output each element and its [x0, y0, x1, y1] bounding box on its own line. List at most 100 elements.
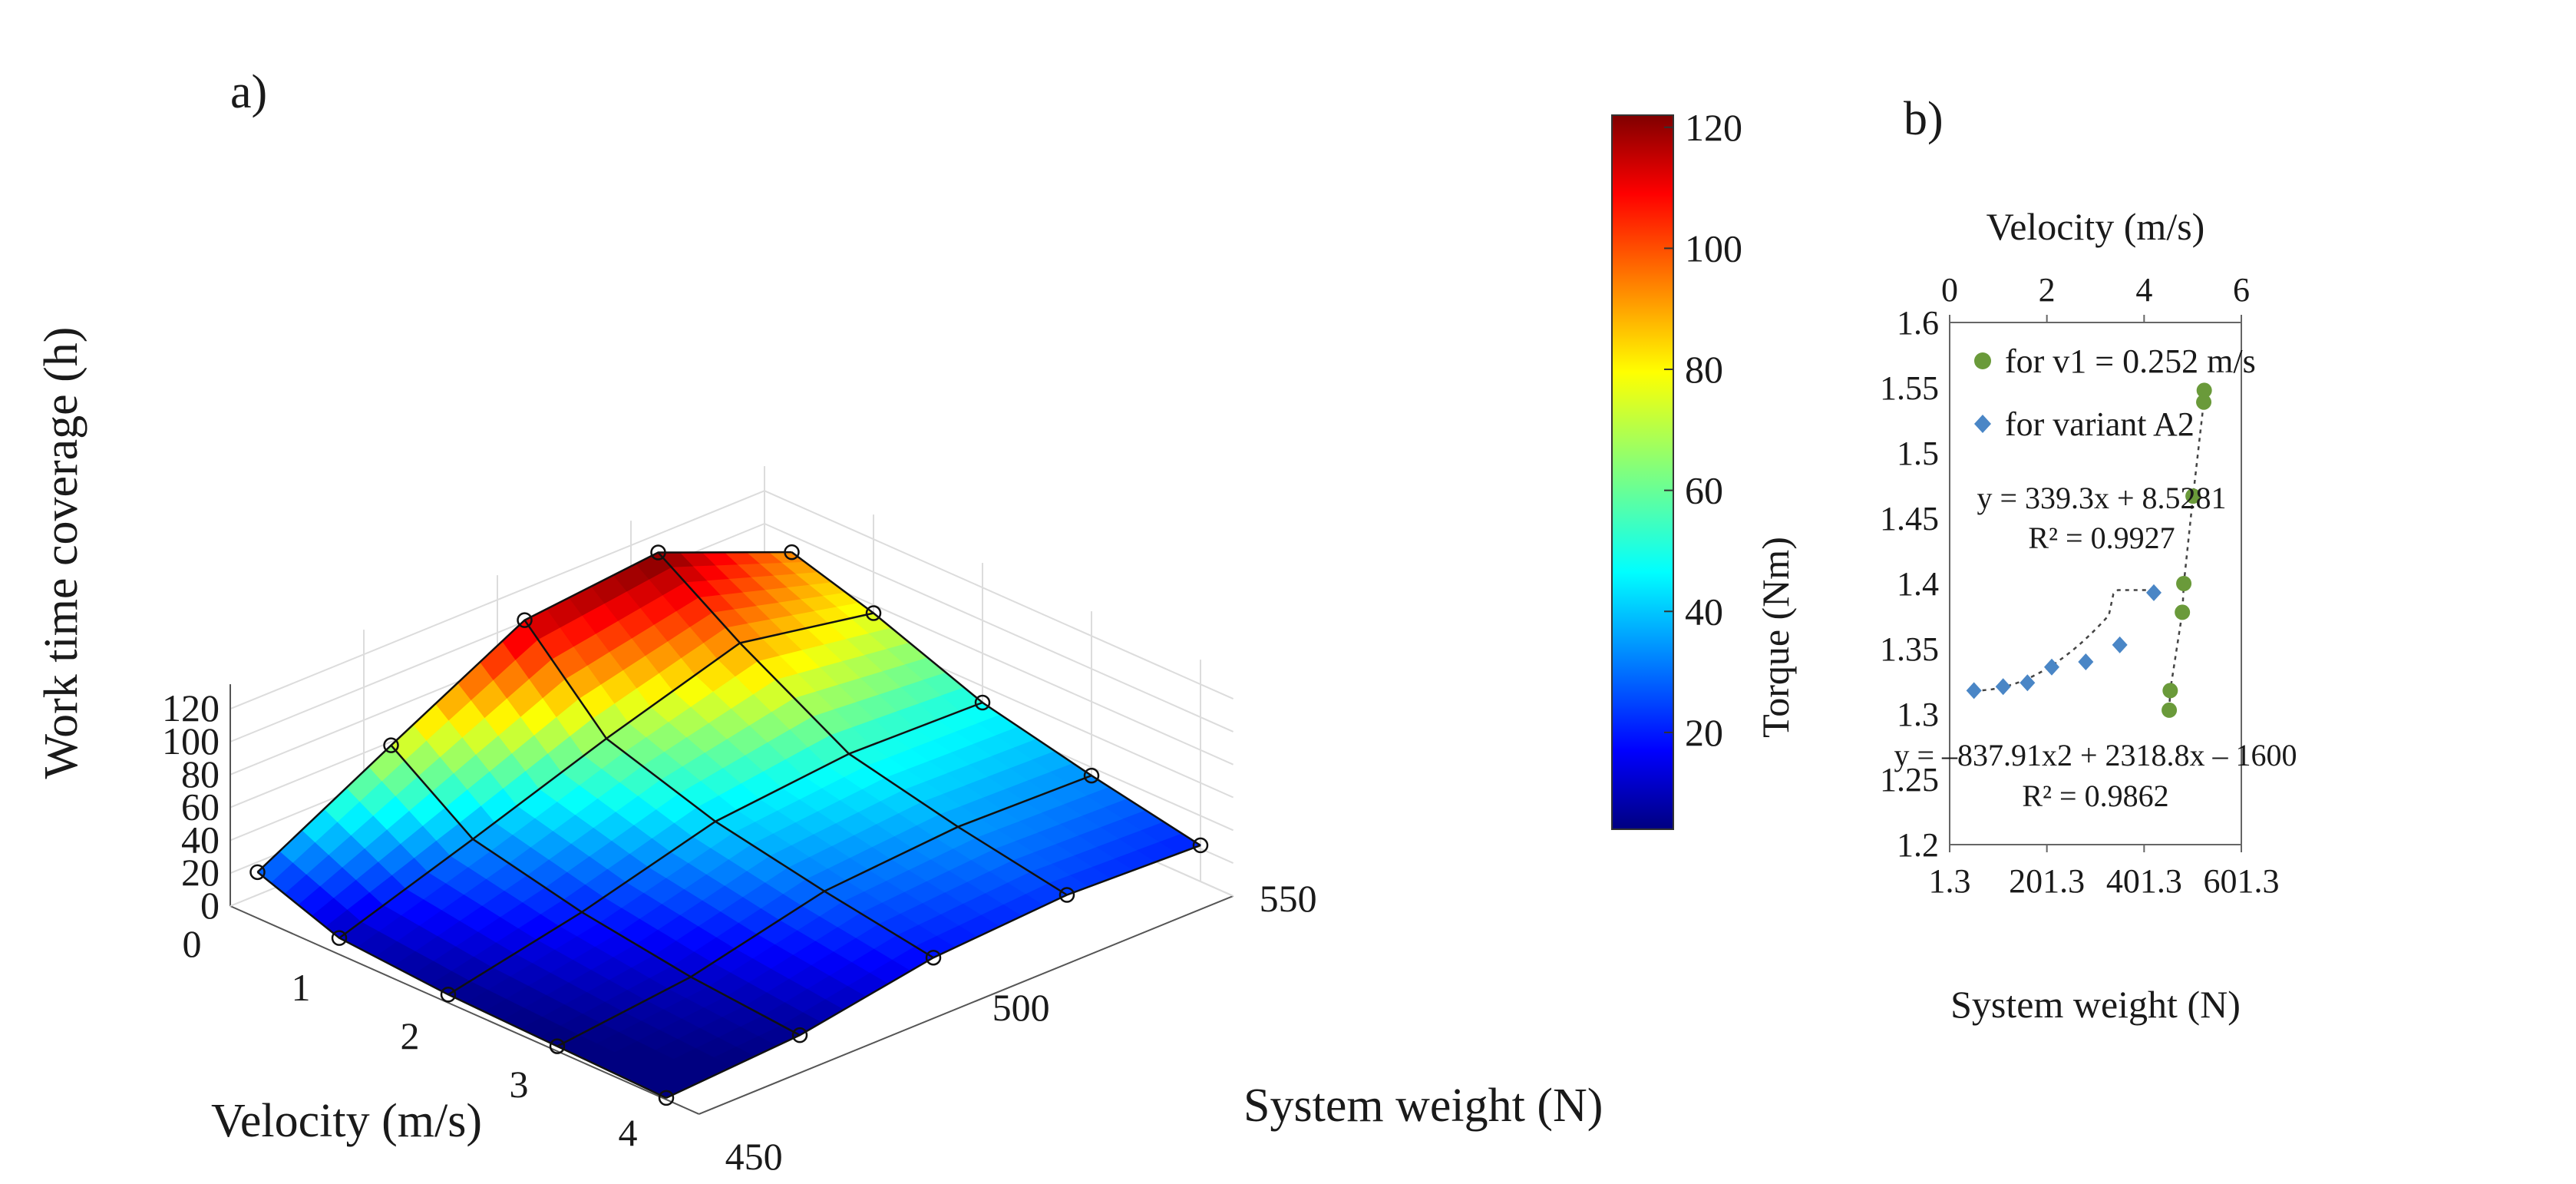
x-tick-label: 2: [401, 1014, 420, 1057]
legend-green-marker: [1974, 352, 1991, 369]
grid-line: [764, 523, 1234, 733]
surface-vertex-marker: [865, 605, 882, 621]
panel-b-eq-green: y = –837.91x2 + 2318.8x – 1600: [1894, 738, 2297, 772]
panel-b-y-axis-label: Torque (Nm): [1754, 537, 1797, 738]
z-tick-label: 60: [181, 785, 220, 828]
surface-vertex-marker: [249, 864, 266, 881]
panel-a-colorbar-ticks: 20 40 60 80 100 120: [1664, 106, 1742, 754]
panel-b-data-points: [1966, 382, 2212, 718]
panel-b-y-tick-label: 1.2: [1897, 826, 1939, 864]
panel-b-y-tick-label: 1.6: [1897, 304, 1939, 342]
panel-b-y-tick-label: 1.4: [1897, 565, 1939, 603]
panel-a-colorbar: [1611, 114, 1674, 830]
surface-vertex-marker: [331, 930, 348, 946]
surface-vertex-marker: [791, 1027, 808, 1043]
panel-b-legend: for v1 = 0.252 m/s for variant A2: [1974, 342, 2256, 443]
legend-series-2-label: for variant A2: [2005, 405, 2195, 443]
panel-b-r2-blue: R² = 0.9927: [2028, 521, 2175, 555]
panel-b-y-tick-label: 1.45: [1880, 500, 1939, 537]
green-data-point: [2185, 488, 2201, 504]
x-axis-line: [230, 905, 700, 1115]
surface-vertex-marker: [974, 694, 991, 711]
panel-a-z-axis-label: Work time coverage (h): [35, 327, 88, 779]
z-tick-label: 0: [200, 884, 220, 927]
colorbar-tick-label: 100: [1685, 227, 1742, 270]
panel-b-x2-tick-label: 0: [1941, 271, 1958, 309]
surface-vertex-marker: [925, 949, 942, 966]
panel-b-x-tick-label: 401.3: [2106, 862, 2182, 900]
surface-mesh-line: [523, 619, 934, 959]
colorbar-tick-label: 40: [1685, 590, 1723, 633]
x-tick-label: 3: [510, 1063, 529, 1106]
z-tick-label: 40: [181, 818, 220, 861]
panel-b-r2-green: R² = 0.9862: [2022, 779, 2168, 813]
panel-b-x2-tick-label: 6: [2233, 271, 2250, 309]
z-tick-label: 100: [162, 719, 220, 762]
colorbar-tick-label: 20: [1685, 711, 1723, 754]
surface-vertex-marker: [784, 544, 800, 561]
panel-b-y-tick-label: 1.3: [1897, 696, 1939, 733]
y-tick-label: 450: [725, 1135, 783, 1178]
panel-b-plot-area: [1949, 322, 2242, 845]
panel-b-eq-blue: y = 339.3x + 8.5281: [1977, 481, 2226, 515]
panel-b-x-tick-label: 201.3: [2009, 862, 2085, 900]
panel-b-x-tick-label: 601.3: [2204, 862, 2280, 900]
x-tick-label: 1: [292, 966, 311, 1009]
green-data-point: [2162, 683, 2178, 699]
green-data-point: [2196, 394, 2212, 410]
surface-vertex-marker: [549, 1038, 566, 1054]
green-data-point: [2162, 702, 2178, 718]
panel-b-y-tick-label: 1.35: [1880, 630, 1939, 668]
panel-b-x2-tick-label: 2: [2039, 271, 2056, 309]
surface-mesh-line: [390, 744, 801, 1037]
green-data-point: [2196, 382, 2212, 399]
panel-b-top-axis-label: Velocity (m/s): [1986, 205, 2205, 248]
blue-data-point: [2146, 584, 2162, 601]
x-tick-label: 0: [183, 922, 202, 965]
z-tick-label: 20: [181, 851, 220, 894]
surface-vertex-marker: [650, 544, 666, 561]
grid-line: [764, 490, 1234, 700]
y-tick-label: 550: [1260, 877, 1317, 920]
panel-b-y-tick-label: 1.25: [1880, 761, 1939, 799]
surface-vertex-marker: [383, 737, 399, 753]
surface-vertex-marker: [1083, 767, 1100, 784]
surface-vertex-marker: [440, 987, 457, 1003]
colorbar-tick-label: 120: [1685, 106, 1742, 149]
surface-vertex-marker: [1058, 887, 1075, 903]
colorbar-tick-label: 60: [1685, 469, 1723, 512]
panel-b-y-tick-label: 1.55: [1880, 369, 1939, 407]
legend-blue-marker: [1974, 415, 1991, 433]
y-tick-label: 500: [992, 986, 1050, 1029]
blue-data-point: [2020, 674, 2036, 692]
blue-data-point: [1966, 682, 1982, 699]
panel-a-surface: [256, 551, 1202, 1099]
blue-data-point: [1995, 678, 2011, 696]
panel-b-bottom-axis-label: System weight (N): [1950, 983, 2241, 1026]
surface-mesh-line: [791, 551, 1201, 846]
panel-a-vertex-markers: [249, 544, 1209, 1106]
panel-a-y-axis-label: System weight (N): [1243, 1080, 1603, 1132]
panel-b-chart: b) Velocity (m/s) System weight (N) Torq…: [1754, 93, 2297, 1026]
colorbar-tick-label: 80: [1685, 348, 1723, 391]
surface-vertex-marker: [658, 1090, 675, 1106]
blue-data-point: [2044, 658, 2059, 676]
panel-b-label: b): [1904, 93, 1944, 145]
panel-b-x2-tick-label: 4: [2135, 271, 2152, 309]
surface-mesh-line: [657, 551, 1068, 896]
surface-vertex-marker: [517, 612, 533, 628]
z-tick-label: 80: [181, 752, 220, 795]
trendline-blue: [1973, 589, 2154, 692]
blue-data-point: [2112, 636, 2128, 653]
green-data-point: [2175, 604, 2191, 620]
x-tick-label: 4: [619, 1111, 638, 1154]
panel-a-label: a): [230, 66, 267, 118]
blue-data-point: [2078, 653, 2094, 670]
surface-mesh-line: [256, 871, 667, 1099]
panel-b-tick-labels: 1.2 1.25 1.3 1.35 1.4 1.45 1.5 1.55 1.6 1.3 201.3 4…: [1880, 271, 2280, 900]
panel-b-x-tick-label: 1.3: [1929, 862, 1971, 900]
panel-b-y-tick-label: 1.5: [1897, 435, 1939, 472]
z-tick-label: 120: [162, 686, 220, 729]
